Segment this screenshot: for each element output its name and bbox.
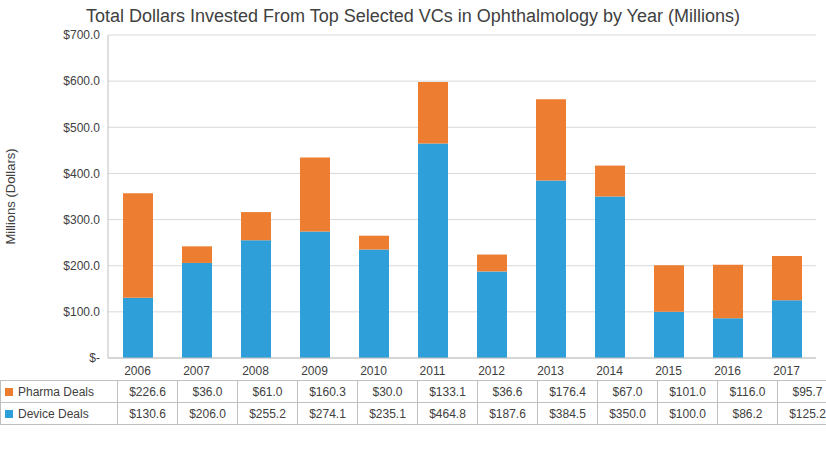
html-text:$226.6: $226.6 — [129, 384, 166, 399]
html-text:$125.2: $125.2 — [789, 406, 826, 421]
svg-text:2014: 2014 — [596, 364, 623, 378]
html-text:$133.1: $133.1 — [429, 384, 466, 399]
svg-text:2016: 2016 — [714, 364, 741, 378]
html-text:$255.2: $255.2 — [249, 406, 286, 421]
html-text:$86.2: $86.2 — [732, 406, 763, 421]
svg-text:$700.0: $700.0 — [63, 28, 100, 42]
svg-text:$600.0: $600.0 — [63, 74, 100, 88]
html-text:$61.0: $61.0 — [252, 384, 283, 399]
html-text:$100.0: $100.0 — [669, 406, 706, 421]
svg-text:$200.0: $200.0 — [63, 259, 100, 273]
svg-text:2011: 2011 — [420, 364, 446, 378]
html-text:$36.0: $36.0 — [192, 384, 223, 399]
svg-text:2008: 2008 — [242, 364, 269, 378]
svg-text:$100.0: $100.0 — [63, 305, 100, 319]
html-text:$176.4: $176.4 — [549, 384, 586, 399]
svg-text:$400.0: $400.0 — [63, 167, 100, 181]
svg-text:2006: 2006 — [124, 364, 151, 378]
html-text:Total Dollars Invested From To: Total Dollars Invested From Top Selected… — [86, 6, 740, 26]
svg-text:2009: 2009 — [301, 364, 328, 378]
html-text:$101.0: $101.0 — [669, 384, 706, 399]
html-text:$464.8: $464.8 — [429, 406, 466, 421]
html-text:$160.3: $160.3 — [309, 384, 346, 399]
svg-text:Millions (Dollars): Millions (Dollars) — [8, 148, 18, 244]
svg-text:2017: 2017 — [773, 364, 800, 378]
svg-text:$500.0: $500.0 — [63, 121, 100, 135]
html-text:$350.0: $350.0 — [609, 406, 646, 421]
html-text:$274.1: $274.1 — [309, 406, 346, 421]
html-text:Pharma Deals: Pharma Deals — [18, 384, 94, 399]
html-text:$116.0: $116.0 — [729, 384, 766, 399]
svg-text:$-: $- — [89, 351, 100, 365]
svg-text:2013: 2013 — [537, 364, 564, 378]
svg-text:2007: 2007 — [183, 364, 210, 378]
svg-text:2015: 2015 — [655, 364, 682, 378]
html-text:$206.0: $206.0 — [189, 406, 226, 421]
html-text:$187.6: $187.6 — [489, 406, 526, 421]
html-text:$235.1: $235.1 — [369, 406, 406, 421]
html-text:$67.0: $67.0 — [612, 384, 643, 399]
svg-text:2012: 2012 — [478, 364, 505, 378]
svg-text:2010: 2010 — [360, 364, 387, 378]
html-text:$36.6: $36.6 — [492, 384, 523, 399]
html-text:$384.5: $384.5 — [549, 406, 586, 421]
html-text:Device Deals: Device Deals — [18, 406, 89, 421]
html-text:$95.7: $95.7 — [792, 384, 823, 399]
svg-text:$300.0: $300.0 — [63, 213, 100, 227]
html-text:$30.0: $30.0 — [372, 384, 403, 399]
html-text:$130.6: $130.6 — [129, 406, 166, 421]
